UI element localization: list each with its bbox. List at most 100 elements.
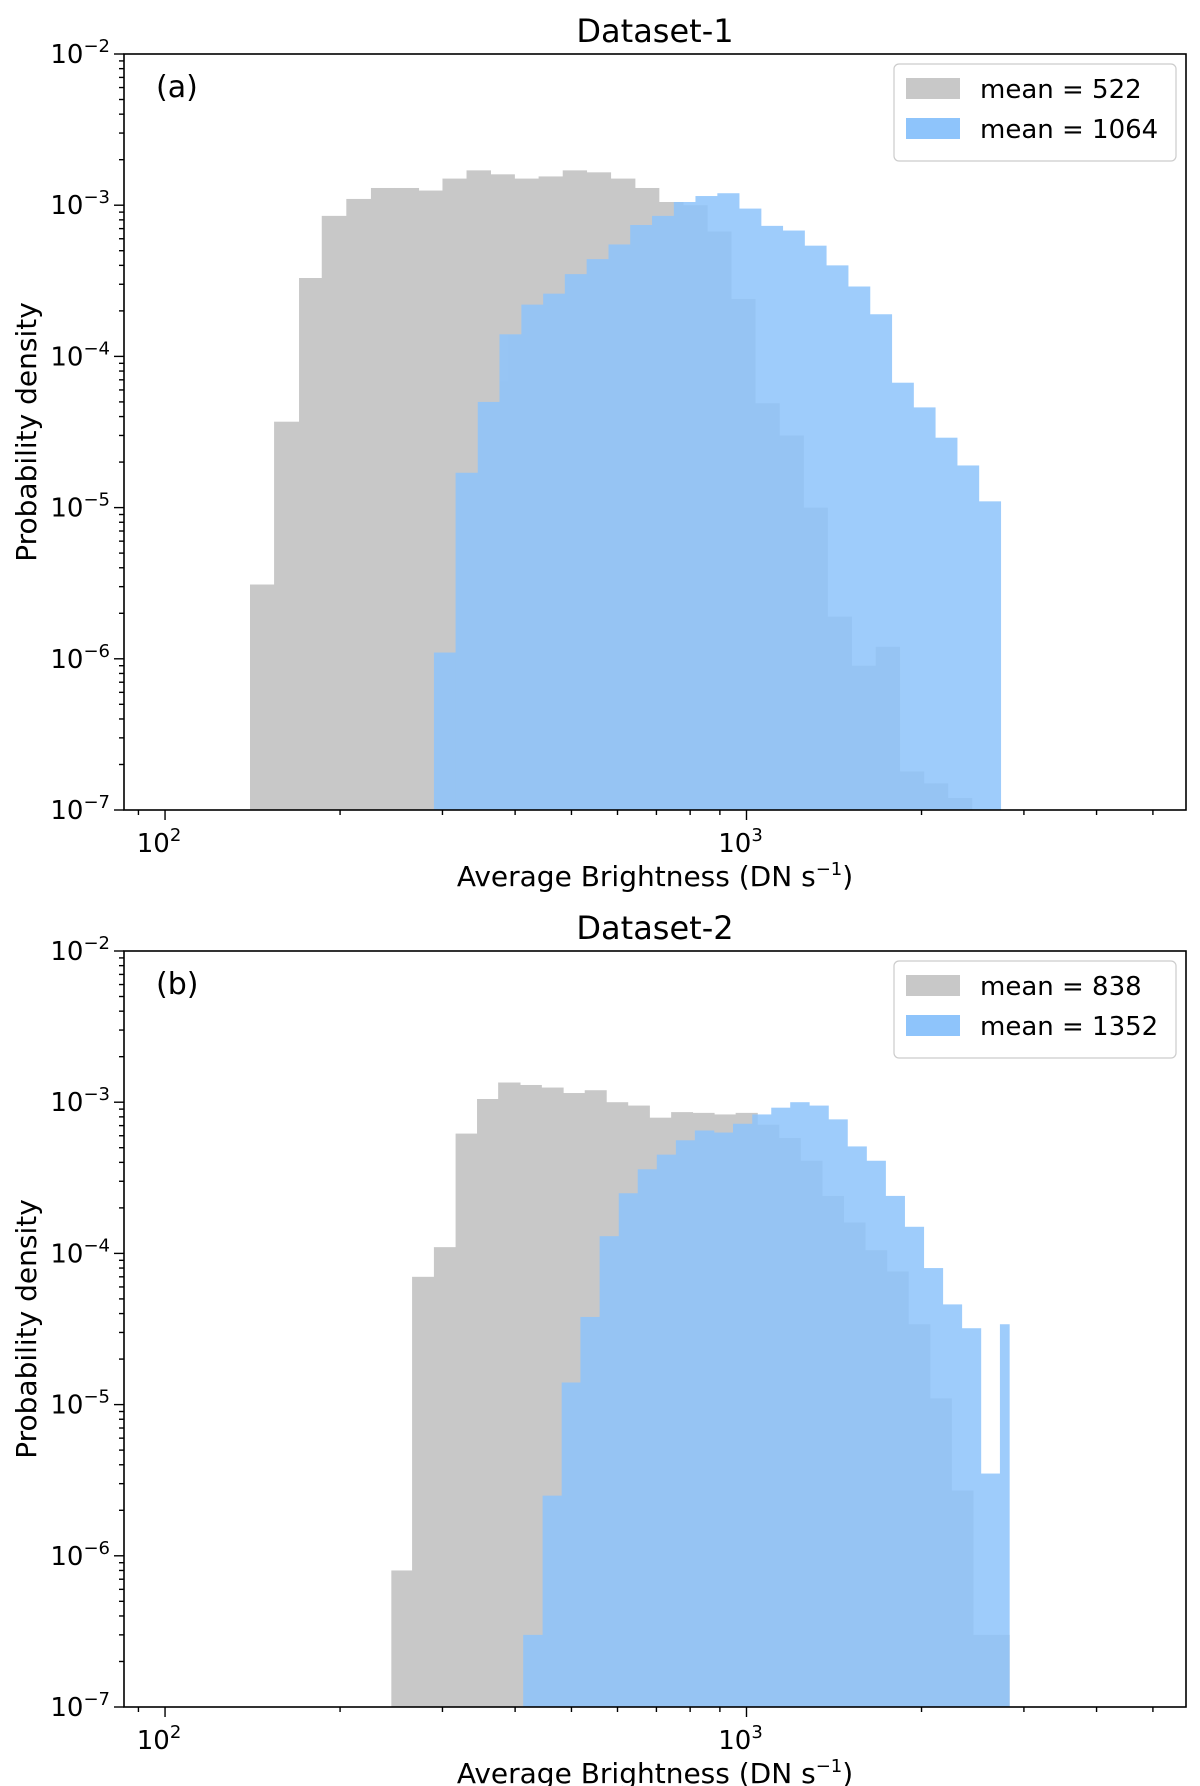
histogram-bar bbox=[673, 201, 696, 810]
histogram-bar bbox=[586, 259, 609, 810]
histogram-bar bbox=[717, 193, 740, 811]
x-tick-label: 102 bbox=[137, 825, 182, 859]
text-part: 3 bbox=[751, 825, 762, 846]
histogram-bar bbox=[866, 1160, 886, 1707]
histogram-bar bbox=[804, 245, 827, 811]
legend-entry: mean = 522 bbox=[980, 75, 1142, 105]
histogram-bar bbox=[499, 334, 522, 810]
histogram-bar bbox=[739, 208, 762, 811]
y-tick-label: 10−7 bbox=[50, 1689, 110, 1723]
y-tick-label: 10−3 bbox=[50, 187, 110, 221]
histogram-bar bbox=[656, 1154, 677, 1707]
histogram-bar bbox=[250, 584, 275, 810]
histogram-bar bbox=[828, 1119, 848, 1707]
legend-entry: mean = 1352 bbox=[980, 1012, 1158, 1042]
histogram-bar bbox=[935, 437, 958, 810]
text-part: 10 bbox=[50, 796, 83, 826]
text-part: 10 bbox=[718, 829, 751, 859]
histogram-bar bbox=[321, 215, 347, 811]
legend: mean = 838 mean = 1352 bbox=[893, 960, 1177, 1059]
legend-box bbox=[893, 960, 1177, 1059]
histogram-bar bbox=[752, 1114, 772, 1707]
text-part: −6 bbox=[83, 641, 110, 662]
legend-swatch bbox=[906, 975, 960, 996]
text-part: Average Brightness (DN s bbox=[457, 860, 816, 893]
legend: mean = 522 mean = 1064 bbox=[893, 63, 1177, 162]
histogram-bar bbox=[520, 1084, 542, 1707]
histogram-bar bbox=[904, 1226, 925, 1707]
histogram-bar bbox=[580, 1316, 601, 1707]
histogram-bar bbox=[618, 1193, 639, 1707]
series-2-bars bbox=[433, 193, 1002, 811]
axes-frame bbox=[123, 53, 1187, 811]
histogram-bar bbox=[771, 1107, 791, 1707]
legend-swatch bbox=[906, 118, 960, 139]
histogram-bar bbox=[848, 286, 871, 810]
text-part: 3 bbox=[751, 1722, 762, 1743]
legend-entry: mean = 1064 bbox=[980, 115, 1158, 145]
histogram-bar bbox=[891, 382, 914, 810]
legend-entry: mean = 838 bbox=[980, 972, 1142, 1002]
y-tick-label: 10−6 bbox=[50, 1538, 110, 1572]
histogram-bar bbox=[713, 1132, 734, 1707]
histogram-bar bbox=[412, 1276, 435, 1707]
legend-swatch bbox=[906, 1015, 960, 1036]
histogram-bar bbox=[299, 278, 323, 810]
histogram-bar bbox=[455, 1133, 478, 1707]
text-part: 10 bbox=[50, 1542, 83, 1572]
text-part: −1 bbox=[816, 1756, 843, 1777]
panel-label: (a) bbox=[156, 70, 198, 105]
histogram-bar bbox=[978, 501, 1002, 810]
y-tick-label: 10−4 bbox=[50, 1235, 110, 1269]
x-tick-label: 103 bbox=[718, 1722, 763, 1756]
text-part: −3 bbox=[83, 1084, 110, 1105]
histogram-bar bbox=[637, 1169, 658, 1707]
histogram-bar bbox=[630, 224, 653, 810]
text-part: −2 bbox=[83, 933, 110, 954]
y-tick-label: 10−5 bbox=[50, 1387, 110, 1421]
histogram-bar bbox=[498, 1082, 521, 1707]
x-axis-label: Average Brightness (DN s−1) bbox=[457, 859, 853, 893]
histogram-bar bbox=[847, 1146, 867, 1707]
text-part: −1 bbox=[816, 859, 843, 880]
histogram-bar bbox=[564, 274, 588, 810]
text-part: −4 bbox=[83, 338, 110, 359]
histogram-bar bbox=[599, 1236, 620, 1707]
text-part: 10 bbox=[718, 1726, 751, 1756]
text-part: 10 bbox=[50, 342, 83, 372]
histogram-bar bbox=[694, 1130, 715, 1707]
text-part: 10 bbox=[50, 645, 83, 675]
y-tick-label: 10−3 bbox=[50, 1084, 110, 1118]
text-part: 10 bbox=[50, 494, 83, 524]
text-part: 10 bbox=[50, 1239, 83, 1269]
histogram-bar bbox=[274, 421, 300, 810]
histogram-bar bbox=[394, 187, 420, 810]
histogram-bar bbox=[433, 1247, 456, 1707]
histogram-bar bbox=[608, 244, 631, 811]
histogram-bar bbox=[733, 1123, 753, 1707]
chart-title: Dataset-1 bbox=[576, 12, 733, 50]
y-tick-label: 10−4 bbox=[50, 338, 110, 372]
histogram-bar bbox=[523, 1634, 543, 1707]
histogram-bar bbox=[543, 293, 566, 811]
text-part: −5 bbox=[83, 1387, 110, 1408]
chart-title: Dataset-2 bbox=[576, 909, 733, 947]
histogram-bar bbox=[957, 465, 980, 810]
legend-box bbox=[893, 63, 1177, 162]
histogram-bar bbox=[346, 198, 372, 811]
histogram-bar bbox=[477, 401, 500, 810]
histogram-bar bbox=[695, 196, 718, 811]
y-tick-label: 10−6 bbox=[50, 641, 110, 675]
histogram-bar bbox=[999, 1324, 1010, 1707]
y-axis-label: Probability density bbox=[10, 1199, 43, 1459]
histogram-bar bbox=[809, 1105, 829, 1707]
histogram-bar bbox=[942, 1304, 963, 1707]
histogram-bar bbox=[961, 1328, 982, 1707]
y-tick-label: 10−2 bbox=[50, 933, 110, 967]
text-part: 10 bbox=[50, 937, 83, 967]
histogram-bar bbox=[433, 652, 456, 810]
panel-label: (b) bbox=[156, 967, 198, 1002]
